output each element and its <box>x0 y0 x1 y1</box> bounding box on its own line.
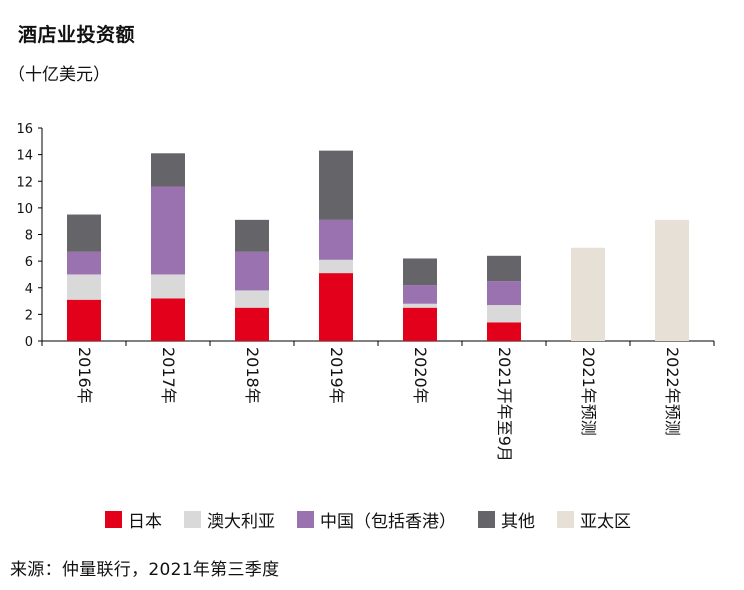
legend: 日本 澳大利亚 中国（包括香港） 其他 亚太区 <box>105 507 653 532</box>
x-tick-label: 2016年 <box>75 347 94 404</box>
bar-segment-其他 <box>151 153 185 187</box>
bar-segment-其他 <box>487 255 521 282</box>
source-note: 来源：仲量联行，2021年第三季度 <box>10 560 280 580</box>
y-tick-label: 16 <box>16 122 33 137</box>
x-tick-label: 2021开年至9月 <box>495 347 514 462</box>
bar-segment-其他 <box>67 214 101 252</box>
bar-segment-澳大利亚 <box>403 303 437 308</box>
y-tick-label: 12 <box>16 175 33 190</box>
y-tick-label: 2 <box>25 308 33 323</box>
bar-segment-日本 <box>235 307 269 341</box>
stacked-bar-chart: 0 2 4 6 8 10 12 14 16 2016年 2017年 2018年 2019年 2020年 20… <box>16 122 715 462</box>
legend-label: 亚太区 <box>580 512 631 532</box>
chart-title: 酒店业投资额 <box>18 24 136 46</box>
y-tick-label: 6 <box>25 255 33 270</box>
legend-swatch <box>557 511 574 528</box>
y-tick-label: 14 <box>16 149 33 164</box>
legend-item: 澳大利亚 <box>184 507 275 532</box>
x-tick-label: 2018年 <box>243 347 262 404</box>
legend-label: 中国（包括香港） <box>320 512 456 532</box>
x-tick-label: 2017年 <box>159 347 178 404</box>
legend-swatch <box>105 511 122 528</box>
bar-segment-其他 <box>319 150 353 220</box>
bar-segment-中国（包括香港） <box>67 251 101 275</box>
x-tick-label: 2022年预测 <box>663 347 682 436</box>
bar-segment-日本 <box>151 298 185 341</box>
y-tick-label: 4 <box>25 282 33 297</box>
legend-item: 其他 <box>478 507 535 532</box>
x-tick-label: 2020年 <box>411 347 430 404</box>
legend-item: 亚太区 <box>557 507 631 532</box>
bar-segment-其他 <box>403 258 437 286</box>
bar-segment-亚太区 <box>655 219 689 341</box>
bar-segment-亚太区 <box>571 247 605 341</box>
legend-item: 日本 <box>105 507 162 532</box>
legend-item: 中国（包括香港） <box>297 507 456 532</box>
bar-segment-中国（包括香港） <box>487 281 521 306</box>
bar-segment-中国（包括香港） <box>403 285 437 304</box>
legend-swatch <box>297 511 314 528</box>
bar-segment-澳大利亚 <box>151 274 185 299</box>
bar-segment-日本 <box>67 299 101 341</box>
bar-segment-澳大利亚 <box>487 305 521 323</box>
legend-label: 澳大利亚 <box>207 512 275 532</box>
legend-label: 其他 <box>501 512 535 532</box>
bar-segment-日本 <box>487 322 521 341</box>
y-tick-label: 0 <box>25 335 33 350</box>
legend-swatch <box>184 511 201 528</box>
legend-label: 日本 <box>128 512 162 532</box>
bar-segment-中国（包括香港） <box>319 219 353 260</box>
bar-segment-中国（包括香港） <box>151 186 185 275</box>
bar-segment-日本 <box>403 307 437 341</box>
x-tick-label: 2019年 <box>327 347 346 404</box>
bar-segment-其他 <box>235 219 269 252</box>
bar-segment-澳大利亚 <box>235 290 269 308</box>
bar-segment-中国（包括香港） <box>235 251 269 291</box>
x-tick-label: 2021年预测 <box>579 347 598 436</box>
legend-swatch <box>478 511 495 528</box>
bar-segment-日本 <box>319 273 353 341</box>
chart-subtitle: （十亿美元） <box>8 65 110 85</box>
bar-segment-澳大利亚 <box>67 274 101 300</box>
bar-segment-澳大利亚 <box>319 259 353 274</box>
y-tick-label: 10 <box>16 202 33 217</box>
y-tick-label: 8 <box>25 229 33 244</box>
